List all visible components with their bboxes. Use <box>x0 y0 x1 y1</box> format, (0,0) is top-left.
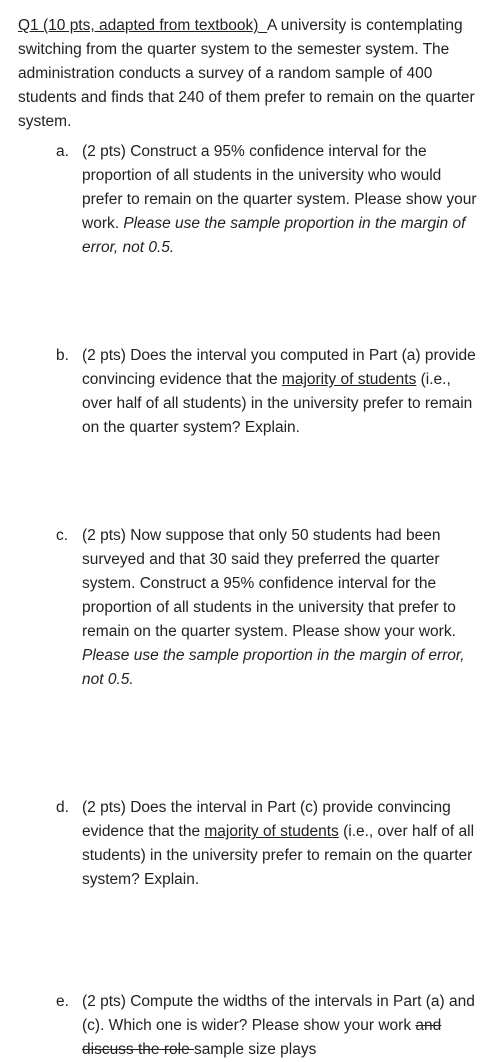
part-c-marker: c. <box>56 524 68 548</box>
part-c-text-1: (2 pts) Now suppose that only 50 student… <box>82 527 456 640</box>
part-b-text-2: majority of students <box>282 371 416 388</box>
part-c: c. (2 pts) Now suppose that only 50 stud… <box>60 524 481 692</box>
part-e-text-3: sample size plays <box>194 1041 316 1058</box>
part-d-marker: d. <box>56 796 69 820</box>
parts-list: a. (2 pts) Construct a 95% confidence in… <box>18 140 481 1062</box>
part-e-marker: e. <box>56 990 69 1014</box>
question-label: Q1 (10 pts, adapted from textbook) <box>18 17 258 34</box>
part-b-marker: b. <box>56 344 69 368</box>
part-a: a. (2 pts) Construct a 95% confidence in… <box>60 140 481 260</box>
part-d: d. (2 pts) Does the interval in Part (c)… <box>60 796 481 892</box>
part-e: e. (2 pts) Compute the widths of the int… <box>60 990 481 1062</box>
part-a-text-2: Please use the sample proportion in the … <box>82 215 465 256</box>
part-b: b. (2 pts) Does the interval you compute… <box>60 344 481 440</box>
intro-separator: _ <box>258 17 267 34</box>
part-d-text-2: majority of students <box>204 823 338 840</box>
part-a-marker: a. <box>56 140 69 164</box>
part-c-text-2: Please use the sample proportion in the … <box>82 647 465 688</box>
question-intro: Q1 (10 pts, adapted from textbook)_A uni… <box>18 14 481 134</box>
